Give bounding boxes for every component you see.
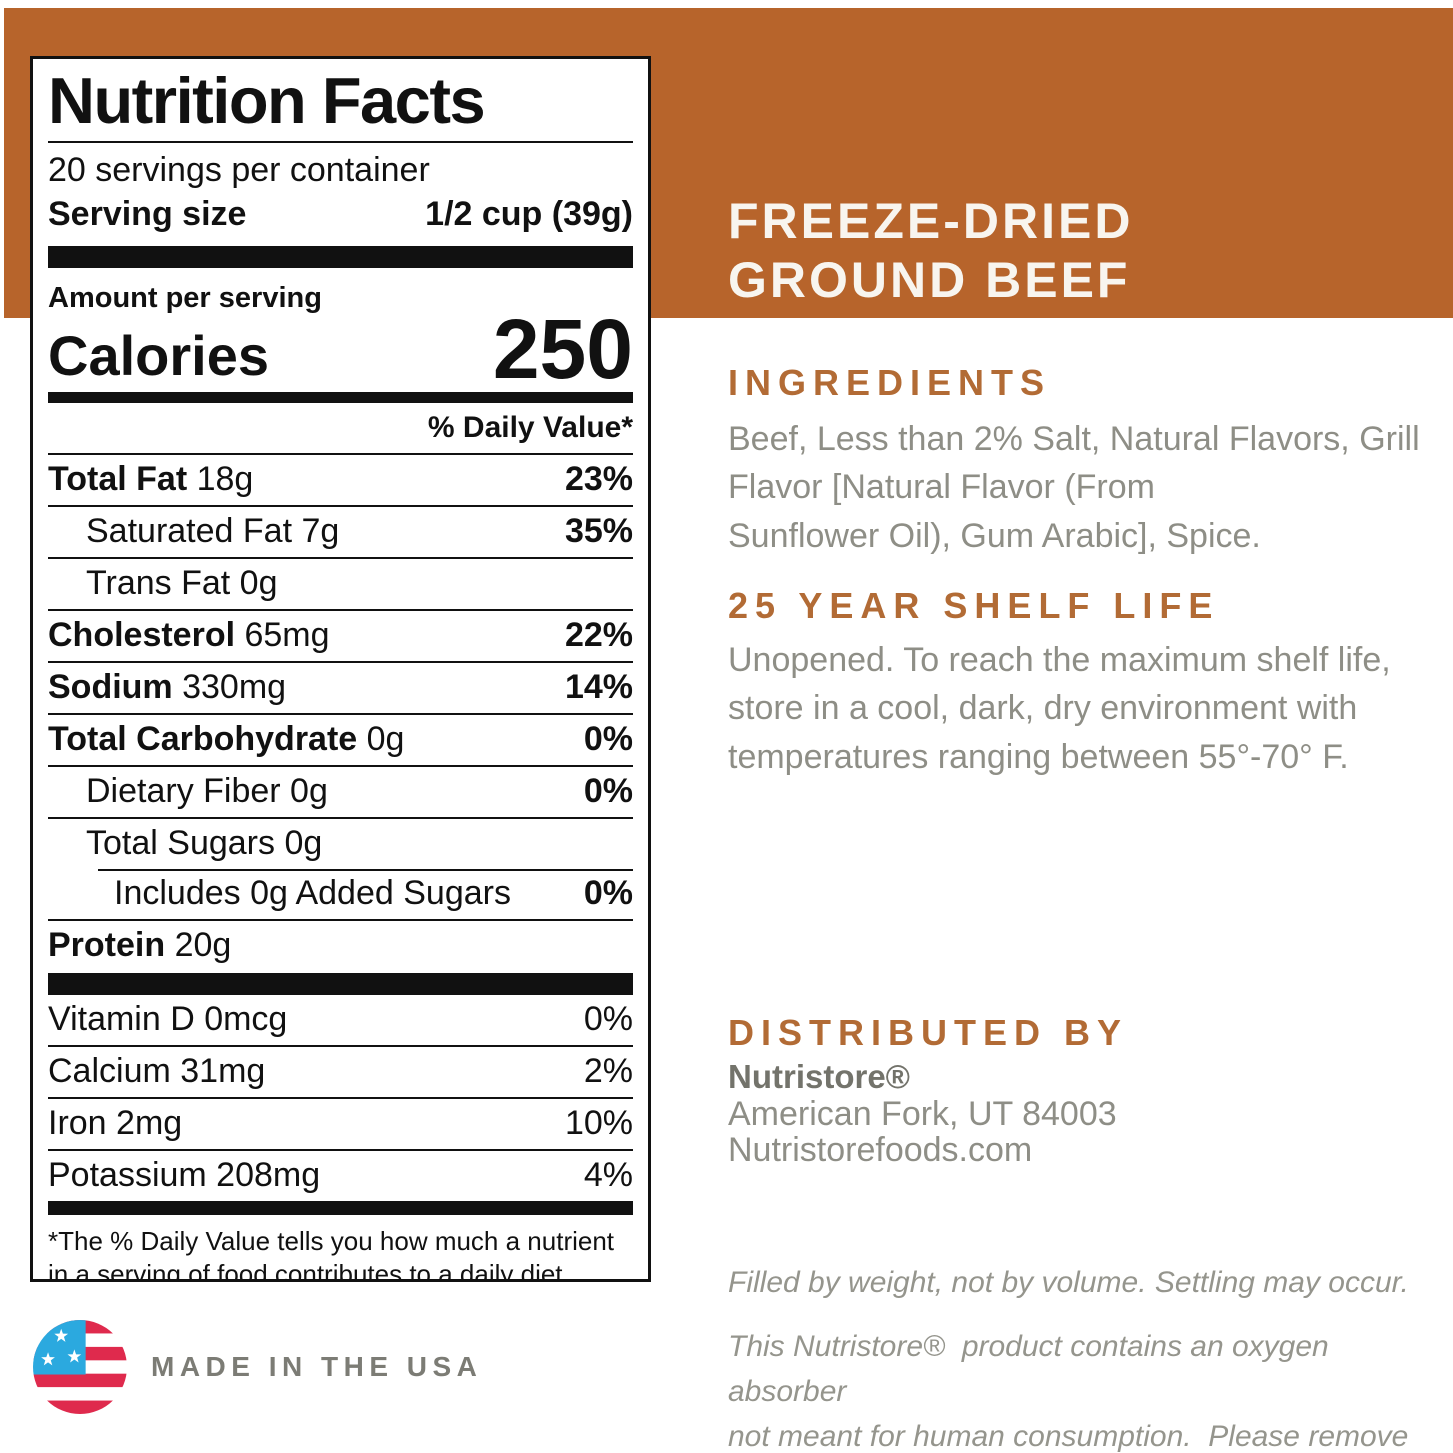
nutrient-dv: 35% [564, 512, 633, 551]
nutrient-amount: 0g [357, 720, 405, 759]
made-in-usa-label: MADE IN THE USA [151, 1351, 483, 1382]
nutrient-amount: Includes 0g Added Sugars [114, 874, 511, 913]
nutrient-dv: 0% [583, 772, 633, 811]
separator-bar-thick [48, 973, 633, 996]
nutrient-amount: Dietary Fiber 0g [86, 772, 328, 811]
vitamin-row-potassium: Potassium 208mg 4% [48, 1149, 633, 1201]
vitamin-name: Iron 2mg [48, 1104, 183, 1143]
nutrient-row-saturated-fat: Saturated Fat 7g 35% [48, 505, 633, 557]
shelf-life-heading: 25 YEAR SHELF LIFE [728, 585, 1220, 626]
nutrient-dv: 23% [564, 460, 633, 499]
serving-size-row: Serving size 1/2 cup (39g) [48, 190, 633, 246]
daily-value-footnote: *The % Daily Value tells you how much a … [48, 1226, 615, 1282]
vitamin-row-vitamin-d: Vitamin D 0mcg 0% [48, 995, 633, 1045]
nutrient-row-protein: Protein 20g [48, 919, 633, 971]
vitamin-row-iron: Iron 2mg 10% [48, 1097, 633, 1149]
distributed-by-heading: DISTRIBUTED BY [728, 1012, 1129, 1053]
nutrient-row-cholesterol: Cholesterol 65mg 22% [48, 609, 633, 661]
vitamin-name: Calcium 31mg [48, 1052, 266, 1091]
nutrient-row-total-sugars: Total Sugars 0g [48, 817, 633, 869]
fill-weight-note: Filled by weight, not by volume. Settlin… [728, 1266, 1409, 1299]
nutrient-row-dietary-fiber: Dietary Fiber 0g 0% [48, 765, 633, 817]
nutrient-dv: 22% [564, 616, 633, 655]
nutrient-amount: 18g [187, 460, 254, 499]
made-in-usa-badge: MADE IN THE USA [33, 1320, 482, 1414]
vitamin-name: Vitamin D 0mcg [48, 1000, 288, 1039]
serving-size-label: Serving size [48, 195, 247, 234]
separator-bar-thick [48, 246, 633, 269]
oxygen-absorber-note: This Nutristore® product contains an oxy… [728, 1330, 1409, 1453]
nutrient-dv: 0% [583, 874, 633, 913]
nutrient-amount: Saturated Fat 7g [86, 512, 340, 551]
distributor-name: Nutristore® [728, 1058, 910, 1095]
nutrient-row-total-carbohydrate: Total Carbohydrate 0g 0% [48, 713, 633, 765]
nutrient-row-trans-fat: Trans Fat 0g [48, 557, 633, 609]
vitamin-name: Potassium 208mg [48, 1156, 321, 1195]
nutrient-dv: 14% [564, 668, 633, 707]
usa-flag-icon [33, 1320, 127, 1414]
nutrition-facts-title: Nutrition Facts [48, 64, 486, 137]
serving-size-value: 1/2 cup (39g) [425, 195, 633, 234]
nutrient-row-added-sugars: Includes 0g Added Sugars 0% [48, 869, 633, 919]
vitamin-dv: 2% [583, 1052, 633, 1091]
vitamin-row-calcium: Calcium 31mg 2% [48, 1045, 633, 1097]
servings-per-container: 20 servings per container [48, 151, 430, 190]
calories-value: 250 [492, 302, 633, 397]
nutrient-name: Cholesterol [48, 616, 236, 655]
vitamin-dv: 4% [583, 1156, 633, 1195]
nutrient-dv: 0% [583, 720, 633, 759]
vitamin-dv: 0% [583, 1000, 633, 1039]
separator-bar-footer [48, 1201, 633, 1216]
ingredients-text: Beef, Less than 2% Salt, Natural Flavors… [728, 420, 1420, 555]
calories-row: Calories 250 [48, 302, 633, 397]
nutrient-amount: 65mg [235, 616, 330, 655]
nutrient-amount: Trans Fat 0g [86, 564, 278, 603]
daily-value-header: % Daily Value* [427, 411, 633, 445]
calories-label: Calories [48, 324, 269, 388]
distributor-address: American Fork, UT 84003 [728, 1095, 1117, 1133]
ingredients-heading: INGREDIENTS [728, 362, 1052, 403]
nutrition-facts-panel: Nutrition Facts 20 servings per containe… [30, 56, 651, 1282]
nutrient-amount: Total Sugars 0g [86, 824, 323, 863]
nutrient-row-total-fat: Total Fat 18g 23% [48, 453, 633, 505]
product-title: FREEZE-DRIED GROUND BEEF [728, 193, 1134, 308]
distributor-website: Nutristorefoods.com [728, 1131, 1033, 1169]
nutrient-row-sodium: Sodium 330mg 14% [48, 661, 633, 713]
nutrient-name: Sodium [48, 668, 173, 707]
nutrient-amount: 330mg [172, 668, 287, 707]
separator-bar-medium [48, 392, 633, 404]
amount-per-serving-label: Amount per serving [48, 282, 322, 315]
vitamin-dv: 10% [564, 1104, 633, 1143]
nutrient-name: Protein [48, 926, 166, 965]
divider [48, 141, 633, 144]
nutrient-amount: 20g [165, 926, 232, 965]
shelf-life-text: Unopened. To reach the maximum shelf lif… [728, 641, 1391, 776]
nutrient-name: Total Carbohydrate [48, 720, 358, 759]
nutrient-name: Total Fat [48, 460, 188, 499]
